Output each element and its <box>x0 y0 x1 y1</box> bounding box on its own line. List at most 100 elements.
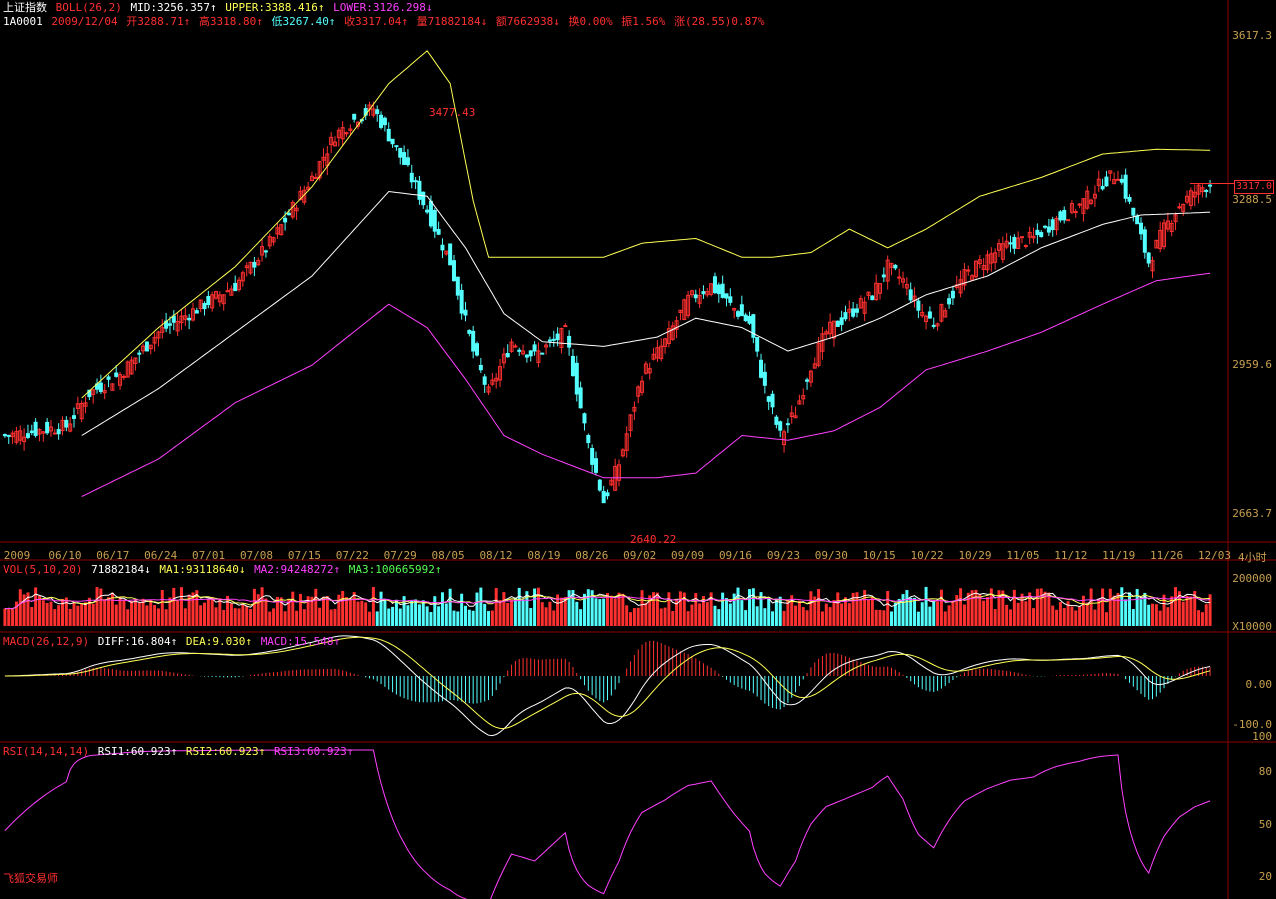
volume-bar <box>1001 590 1005 626</box>
volume-bar <box>34 587 38 626</box>
volume-bar <box>249 609 253 626</box>
candle-body <box>41 431 46 434</box>
volume-bar <box>698 603 702 626</box>
date-tick-label: 10/29 <box>958 549 992 562</box>
volume-bar <box>133 599 137 626</box>
rsi-axis-20: 20 <box>1258 870 1272 883</box>
candle-body <box>440 244 445 251</box>
volume-bar <box>644 602 648 626</box>
volume-bar <box>828 607 832 626</box>
date-tick-label: 06/10 <box>48 549 82 562</box>
volume-bar <box>1081 595 1085 626</box>
volume-bar <box>302 609 306 626</box>
candle-body <box>705 290 710 296</box>
boll-mid-line <box>81 190 1211 436</box>
candle-body <box>874 282 879 301</box>
volume-bar <box>183 608 187 626</box>
candle-body <box>432 209 437 232</box>
candle-body <box>1177 206 1182 209</box>
volume-bar <box>414 599 418 626</box>
volume-bar <box>18 589 22 626</box>
candle-body <box>851 308 856 317</box>
date-tick-label: 07/22 <box>335 549 369 562</box>
volume-bar <box>222 609 226 626</box>
candle-body <box>1185 195 1190 203</box>
candle-body <box>620 449 625 457</box>
volume-bar <box>567 590 571 626</box>
volume-bar <box>153 605 157 626</box>
candle-body <box>398 147 403 158</box>
volume-bar <box>1108 588 1112 626</box>
candle-body <box>121 375 126 378</box>
volume-bar <box>1116 593 1120 626</box>
candle-body <box>202 303 207 310</box>
candle-body <box>79 402 84 420</box>
candle-body <box>52 432 57 435</box>
volume-bar <box>1170 596 1174 626</box>
candle-body <box>1135 215 1140 225</box>
volume-bar <box>53 609 57 626</box>
volume-bar <box>982 600 986 626</box>
candle-body <box>920 311 925 317</box>
candle-body <box>770 393 775 408</box>
vol-ma1: MA1:93118640↓ <box>159 563 246 576</box>
date-tick-label: 06/17 <box>96 549 130 562</box>
candle-body <box>866 291 871 296</box>
candle-body <box>22 436 27 443</box>
date-tick-label: 09/16 <box>718 549 753 562</box>
candle-body <box>782 431 787 446</box>
candle-body <box>578 387 583 409</box>
candle-body <box>881 274 886 278</box>
candle-body <box>436 228 441 235</box>
volume-bar <box>671 611 675 626</box>
candle-body <box>1104 176 1109 187</box>
volume-bar <box>402 596 406 626</box>
period-label[interactable]: 4小时 <box>1238 551 1267 564</box>
candle-body <box>225 290 230 293</box>
volume-bar <box>943 611 947 626</box>
candle-body <box>490 379 495 385</box>
candle-body <box>547 339 552 342</box>
candle-body <box>10 432 15 438</box>
macd-diff: DIFF:16.804↑ <box>97 635 178 648</box>
volume-bar <box>893 602 897 626</box>
volume-bar <box>536 587 540 626</box>
volume-bar <box>14 601 18 626</box>
candle-body <box>617 464 622 481</box>
volume-bar <box>924 586 928 626</box>
candle-body <box>409 172 414 183</box>
volume-bar <box>621 593 625 626</box>
candle-body <box>862 301 867 314</box>
candle-body <box>1162 222 1167 248</box>
volume-bar <box>368 611 372 626</box>
volume-bar <box>613 598 617 626</box>
volume-bar <box>767 596 771 626</box>
candle-body <box>256 259 261 266</box>
volume-bar <box>1131 609 1135 626</box>
candle-body <box>382 117 387 126</box>
volume-bar <box>978 594 982 626</box>
volume-bar <box>95 587 99 626</box>
candle-body <box>739 304 744 317</box>
volume-bar <box>341 590 345 626</box>
candle-body <box>1138 222 1143 235</box>
volume-bar <box>748 589 752 626</box>
volume-bar <box>797 600 801 626</box>
volume-bar <box>686 611 690 626</box>
macd-dea-line <box>4 636 1211 730</box>
candle-body <box>544 344 549 348</box>
volume-bar <box>1062 607 1066 626</box>
volume-bar <box>913 597 917 626</box>
candle-body <box>1108 170 1113 174</box>
candle-body <box>275 227 280 235</box>
date-tick-label: 09/30 <box>814 549 848 562</box>
candle-body <box>1169 222 1174 233</box>
volume-bar <box>755 606 759 626</box>
volume-bar <box>191 592 195 626</box>
volume-bar <box>1039 588 1043 626</box>
candle-body <box>309 175 314 182</box>
candle-body <box>102 390 107 394</box>
volume-bar <box>851 592 855 626</box>
candle-body <box>678 309 683 313</box>
